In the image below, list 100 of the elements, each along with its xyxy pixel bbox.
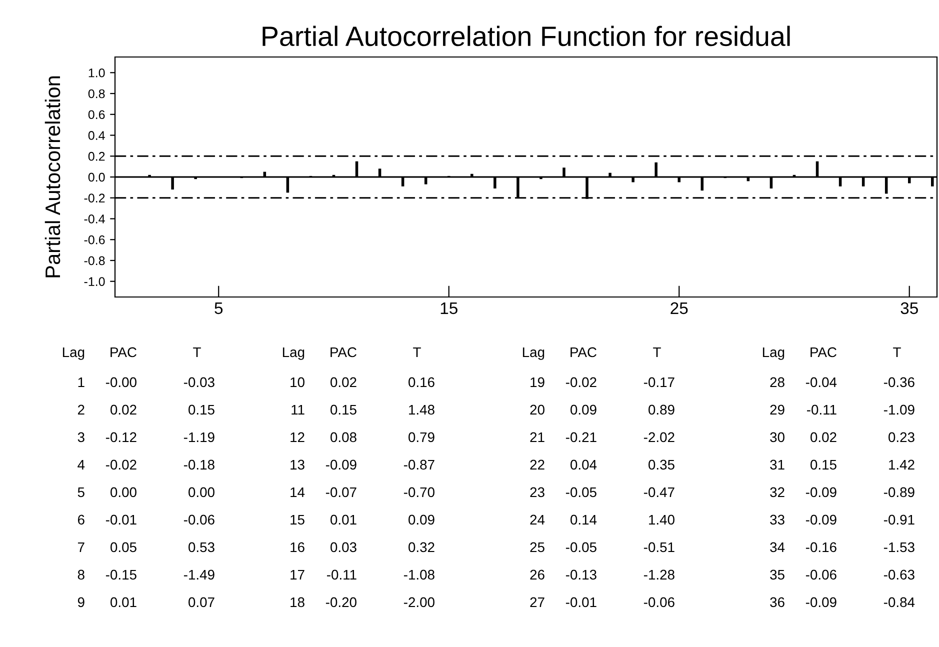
- text: PAC: [810, 347, 836, 358]
- text: 15: [290, 514, 304, 525]
- text: -0.87: [404, 460, 434, 470]
- text: 8: [78, 570, 84, 580]
- text: 0.15: [810, 460, 836, 470]
- x-tick-label: 5: [214, 302, 223, 314]
- text: -0.02: [106, 460, 136, 470]
- text: 0.07: [188, 597, 214, 608]
- x-tick-label: 35: [900, 302, 918, 314]
- text: 0.35: [648, 460, 674, 470]
- text: 0.02: [330, 377, 356, 388]
- text: 0.02: [810, 432, 836, 442]
- text: -0.84: [884, 597, 915, 608]
- text: -0.13: [566, 570, 596, 580]
- text: -1.53: [884, 542, 914, 552]
- text: 3: [78, 432, 84, 442]
- text: -2.02: [644, 432, 674, 442]
- text: 0.00: [110, 487, 136, 498]
- text: 1: [78, 377, 84, 387]
- text: -0.11: [326, 570, 356, 580]
- text: 35: [770, 570, 784, 580]
- text: -0.05: [566, 542, 596, 552]
- y-tick-label: -0.4: [84, 214, 105, 224]
- y-tick-label: 1.0: [88, 68, 105, 78]
- text: 22: [530, 460, 544, 470]
- text: 21: [530, 432, 544, 442]
- text: 27: [530, 597, 544, 607]
- y-tick-label: -0.8: [84, 256, 105, 266]
- text: T: [893, 347, 901, 357]
- y-tick-label: 0.8: [88, 89, 105, 98]
- text: 2: [78, 404, 84, 414]
- text: -1.49: [184, 570, 214, 580]
- text: 33: [770, 514, 784, 525]
- text: 9: [78, 597, 84, 608]
- text: -0.09: [806, 514, 836, 525]
- text: -0.09: [806, 487, 836, 498]
- text: 0.08: [330, 432, 356, 442]
- text: 14: [290, 487, 305, 497]
- text: 31: [770, 460, 784, 470]
- text: 0.00: [188, 487, 214, 498]
- text: -0.09: [806, 597, 836, 608]
- text: -0.11: [806, 404, 836, 415]
- text: T: [653, 347, 661, 357]
- text: -2.00: [404, 597, 434, 608]
- text: -0.16: [806, 542, 836, 552]
- text: 18: [290, 597, 304, 608]
- text: 20: [530, 404, 544, 415]
- text: 0.15: [330, 404, 356, 415]
- text: 26: [530, 570, 544, 580]
- text: 0.05: [110, 542, 136, 552]
- text: Lag: [762, 347, 784, 360]
- y-tick-label: -0.2: [84, 194, 105, 203]
- text: 1.42: [889, 460, 914, 470]
- text: 0.09: [570, 404, 596, 415]
- text: -0.18: [184, 460, 214, 470]
- text: PAC: [110, 347, 136, 358]
- text: -0.70: [404, 487, 434, 498]
- text: 4: [78, 460, 85, 470]
- y-tick-label: -1.0: [84, 277, 105, 286]
- text: -0.02: [566, 377, 596, 388]
- text: 1.48: [409, 404, 434, 415]
- text: 13: [290, 460, 304, 470]
- text: 5: [78, 487, 84, 498]
- text: 0.16: [408, 377, 434, 388]
- text: 24: [530, 514, 545, 524]
- text: 0.89: [648, 404, 674, 415]
- text: 6: [78, 514, 84, 525]
- text: Lag: [282, 347, 304, 360]
- text: 10: [290, 377, 304, 388]
- text: 0.01: [110, 597, 136, 608]
- text: 0.14: [570, 514, 597, 525]
- text: -0.36: [884, 377, 914, 388]
- text: -0.21: [566, 432, 596, 442]
- text: -0.05: [566, 487, 596, 498]
- text: -0.63: [884, 570, 914, 580]
- y-tick-label: 0.6: [88, 110, 105, 120]
- text: -0.07: [326, 487, 356, 498]
- y-axis-title: Partial Autocorrelation: [44, 76, 60, 278]
- text: 16: [290, 542, 304, 552]
- x-tick-label: 15: [440, 302, 458, 314]
- y-tick-label: -0.6: [84, 235, 105, 244]
- text: -0.06: [644, 597, 674, 608]
- text: 30: [770, 432, 784, 442]
- text: PAC: [330, 347, 356, 358]
- text: -0.09: [326, 460, 356, 470]
- text: 17: [290, 570, 304, 580]
- text: -0.03: [184, 377, 214, 388]
- text: 1.40: [649, 514, 674, 525]
- text: -1.19: [184, 432, 214, 442]
- text: -1.08: [404, 570, 434, 580]
- text: 29: [770, 404, 784, 415]
- text: 0.23: [888, 432, 914, 442]
- text: 0.01: [330, 514, 356, 525]
- text: -0.47: [644, 487, 674, 498]
- text: 0.09: [408, 514, 434, 525]
- text: 28: [770, 377, 784, 388]
- text: Lag: [522, 347, 544, 360]
- x-tick-label: 25: [670, 302, 688, 314]
- chart-title: Partial Autocorrelation Function for residual: [262, 26, 790, 46]
- text: 34: [770, 542, 785, 552]
